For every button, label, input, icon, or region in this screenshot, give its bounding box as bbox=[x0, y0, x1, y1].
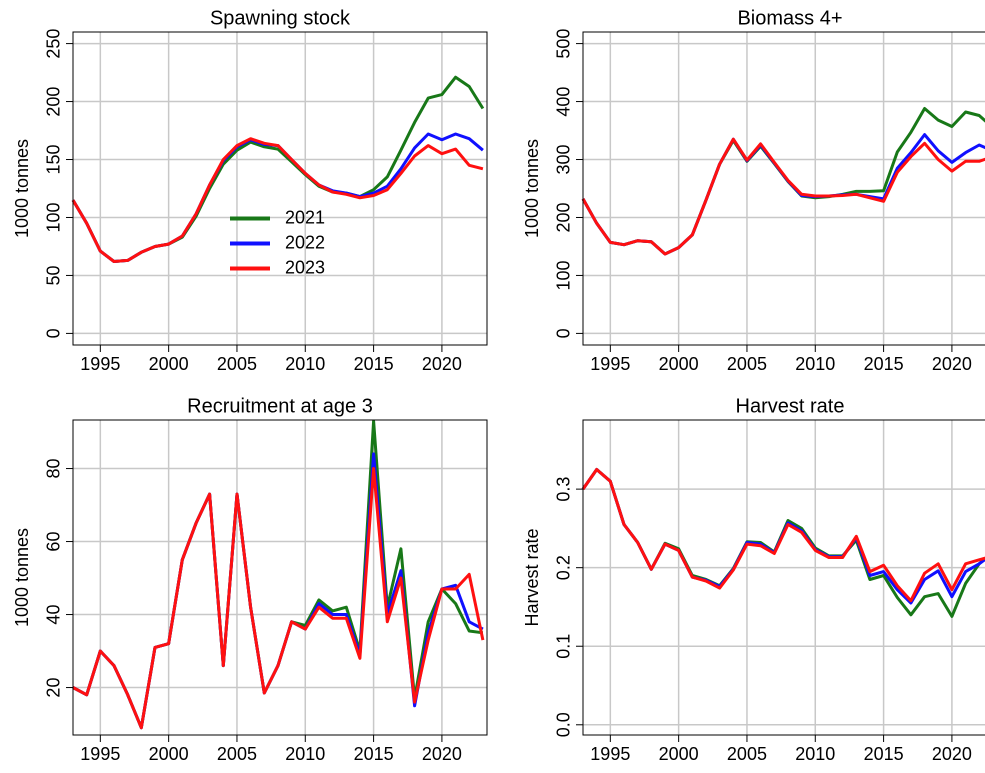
x-tick-label: 1995 bbox=[80, 744, 120, 764]
plot-frame bbox=[582, 31, 985, 346]
y-tick-label: 0.1 bbox=[554, 634, 574, 659]
y-tick-label: 0.0 bbox=[554, 712, 574, 737]
y-tick-label: 40 bbox=[44, 605, 64, 625]
y-tick-label: 150 bbox=[44, 144, 64, 174]
series-line bbox=[581, 137, 985, 256]
plot-frame bbox=[582, 419, 985, 736]
y-tick-label: 0 bbox=[44, 328, 64, 338]
y-axis-title: Harvest rate bbox=[522, 528, 542, 626]
x-tick-label: 2020 bbox=[932, 354, 972, 374]
y-tick-label: 20 bbox=[44, 678, 64, 698]
series-line bbox=[581, 107, 985, 256]
series-line bbox=[72, 467, 485, 730]
y-tick-label: 500 bbox=[554, 29, 574, 59]
plot-frame bbox=[72, 419, 488, 736]
x-tick-label: 2005 bbox=[727, 354, 767, 374]
y-tick-label: 80 bbox=[44, 459, 64, 479]
legend-label: 2023 bbox=[285, 257, 325, 277]
y-tick-label: 250 bbox=[44, 29, 64, 59]
x-tick-label: 2020 bbox=[422, 744, 462, 764]
y-tick-label: 0 bbox=[554, 328, 574, 338]
y-tick-label: 100 bbox=[554, 260, 574, 290]
panel: Recruitment at age 3 1000 tonnes 1995 2000 2… bbox=[12, 395, 488, 764]
y-tick-label: 200 bbox=[554, 202, 574, 232]
y-tick-label: 60 bbox=[44, 532, 64, 552]
series-line bbox=[581, 468, 985, 618]
x-tick-label: 1995 bbox=[80, 354, 120, 374]
x-tick-label: 2020 bbox=[422, 354, 462, 374]
x-tick-label: 2000 bbox=[659, 354, 699, 374]
y-axis-title: 1000 tonnes bbox=[12, 528, 32, 627]
x-tick-label: 1995 bbox=[590, 354, 630, 374]
legend-label: 2021 bbox=[285, 207, 325, 227]
y-tick-label: 400 bbox=[554, 87, 574, 117]
x-tick-label: 1995 bbox=[590, 744, 630, 764]
x-tick-label: 2005 bbox=[727, 744, 767, 764]
y-tick-label: 0.3 bbox=[554, 477, 574, 502]
x-tick-label: 2015 bbox=[354, 354, 394, 374]
panel-title: Harvest rate bbox=[736, 395, 845, 417]
x-tick-label: 2000 bbox=[149, 744, 189, 764]
panel: Harvest rate Harvest rate 1995 2000 2005 2010… bbox=[522, 395, 985, 764]
series-line bbox=[581, 468, 985, 603]
x-tick-label: 2000 bbox=[149, 354, 189, 374]
series-line bbox=[72, 419, 484, 730]
x-tick-label: 2015 bbox=[864, 354, 904, 374]
y-tick-label: 100 bbox=[44, 202, 64, 232]
x-tick-label: 2010 bbox=[795, 354, 835, 374]
series-line bbox=[71, 137, 484, 263]
plot-frame bbox=[72, 31, 488, 346]
x-tick-label: 2000 bbox=[659, 744, 699, 764]
x-tick-label: 2015 bbox=[354, 744, 394, 764]
y-tick-label: 50 bbox=[44, 265, 64, 285]
y-axis-title: 1000 tonnes bbox=[12, 139, 32, 238]
panel-title: Biomass 4+ bbox=[737, 7, 842, 29]
panel-title: Spawning stock bbox=[210, 7, 351, 29]
y-tick-label: 200 bbox=[44, 87, 64, 117]
series-line bbox=[581, 133, 985, 256]
legend-label: 2022 bbox=[285, 232, 325, 252]
y-tick-label: 300 bbox=[554, 144, 574, 174]
series-line bbox=[71, 75, 485, 263]
x-tick-label: 2010 bbox=[795, 744, 835, 764]
x-tick-label: 2020 bbox=[932, 744, 972, 764]
series-line bbox=[72, 452, 484, 730]
x-tick-label: 2010 bbox=[285, 354, 325, 374]
y-axis-title: 1000 tonnes bbox=[522, 139, 542, 238]
series-line bbox=[71, 132, 484, 263]
x-tick-label: 2005 bbox=[217, 744, 257, 764]
x-tick-label: 2015 bbox=[864, 744, 904, 764]
y-tick-label: 0.2 bbox=[554, 555, 574, 580]
x-tick-label: 2010 bbox=[285, 744, 325, 764]
panel-title: Recruitment at age 3 bbox=[187, 395, 373, 417]
x-tick-label: 2005 bbox=[217, 354, 257, 374]
